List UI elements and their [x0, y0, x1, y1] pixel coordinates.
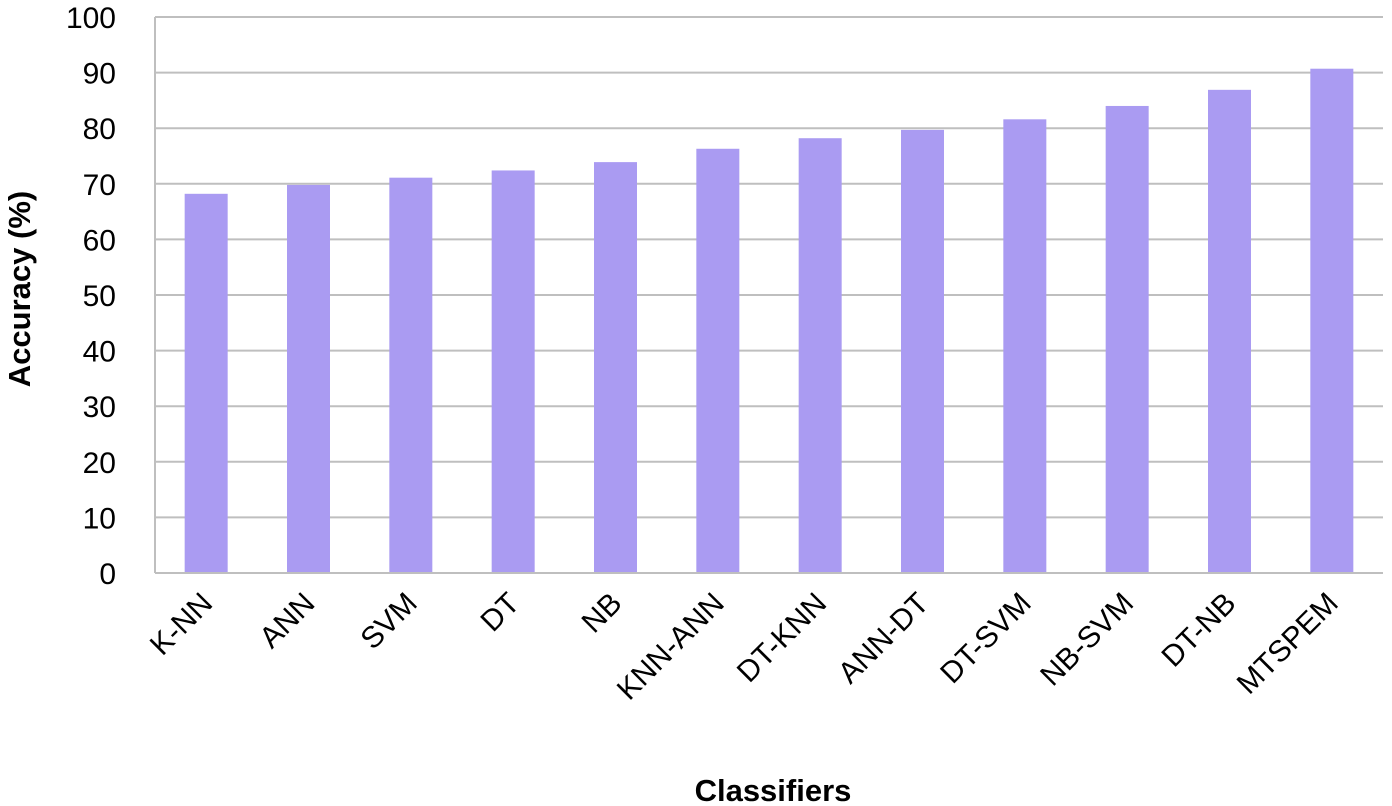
- x-tick-label: KNN-ANN: [611, 587, 731, 707]
- x-tick-label: NB: [576, 587, 629, 640]
- y-tick-label: 60: [83, 224, 116, 257]
- y-tick-label: 30: [83, 391, 116, 424]
- x-tick-label: DT-SVM: [934, 587, 1037, 690]
- axes: [154, 17, 1383, 574]
- y-tick-labels: 0 10 20 30 40 50 60 70 80 90 100: [66, 2, 116, 591]
- y-tick-label: 20: [83, 447, 116, 480]
- bar-nb: [594, 162, 637, 573]
- bar-dt-svm: [1003, 119, 1047, 573]
- x-tick-label: SVM: [354, 587, 423, 656]
- y-tick-label: 80: [83, 113, 116, 146]
- x-tick-label: K-NN: [144, 587, 219, 662]
- y-tick-label: 40: [83, 336, 116, 369]
- bar-k-nn: [184, 193, 228, 574]
- y-tick-label: 90: [83, 58, 116, 91]
- bar-knn-ann: [696, 148, 740, 573]
- bar-dt-nb: [1208, 89, 1251, 573]
- y-tick-label: 0: [99, 558, 116, 591]
- bar-nb-svm: [1105, 105, 1149, 574]
- y-tick-label: 50: [83, 280, 116, 313]
- y-tick-label: 70: [83, 169, 116, 202]
- bar-ann-dt: [901, 129, 944, 574]
- x-tick-label: ANN-DT: [832, 587, 935, 690]
- y-tick-label: 10: [83, 502, 116, 535]
- x-tick-label: ANN: [253, 587, 321, 655]
- x-tick-label: MTSPEM: [1231, 587, 1345, 701]
- gridlines: [155, 16, 1383, 519]
- bars: [184, 68, 1354, 574]
- x-tick-label: DT-NB: [1155, 587, 1242, 674]
- bar-dt-knn: [798, 138, 842, 573]
- bar-ann: [287, 184, 330, 574]
- x-axis-title: Classifiers: [695, 773, 852, 806]
- x-tick-label: NB-SVM: [1034, 587, 1140, 693]
- x-tick-label: DT-KNN: [731, 587, 833, 689]
- y-axis-title: Accuracy (%): [2, 191, 37, 387]
- bar-mtspem: [1310, 68, 1354, 573]
- bar-svm: [389, 177, 433, 573]
- bar-dt: [491, 170, 535, 573]
- x-tick-label: DT: [474, 587, 526, 639]
- y-tick-label: 100: [66, 2, 116, 35]
